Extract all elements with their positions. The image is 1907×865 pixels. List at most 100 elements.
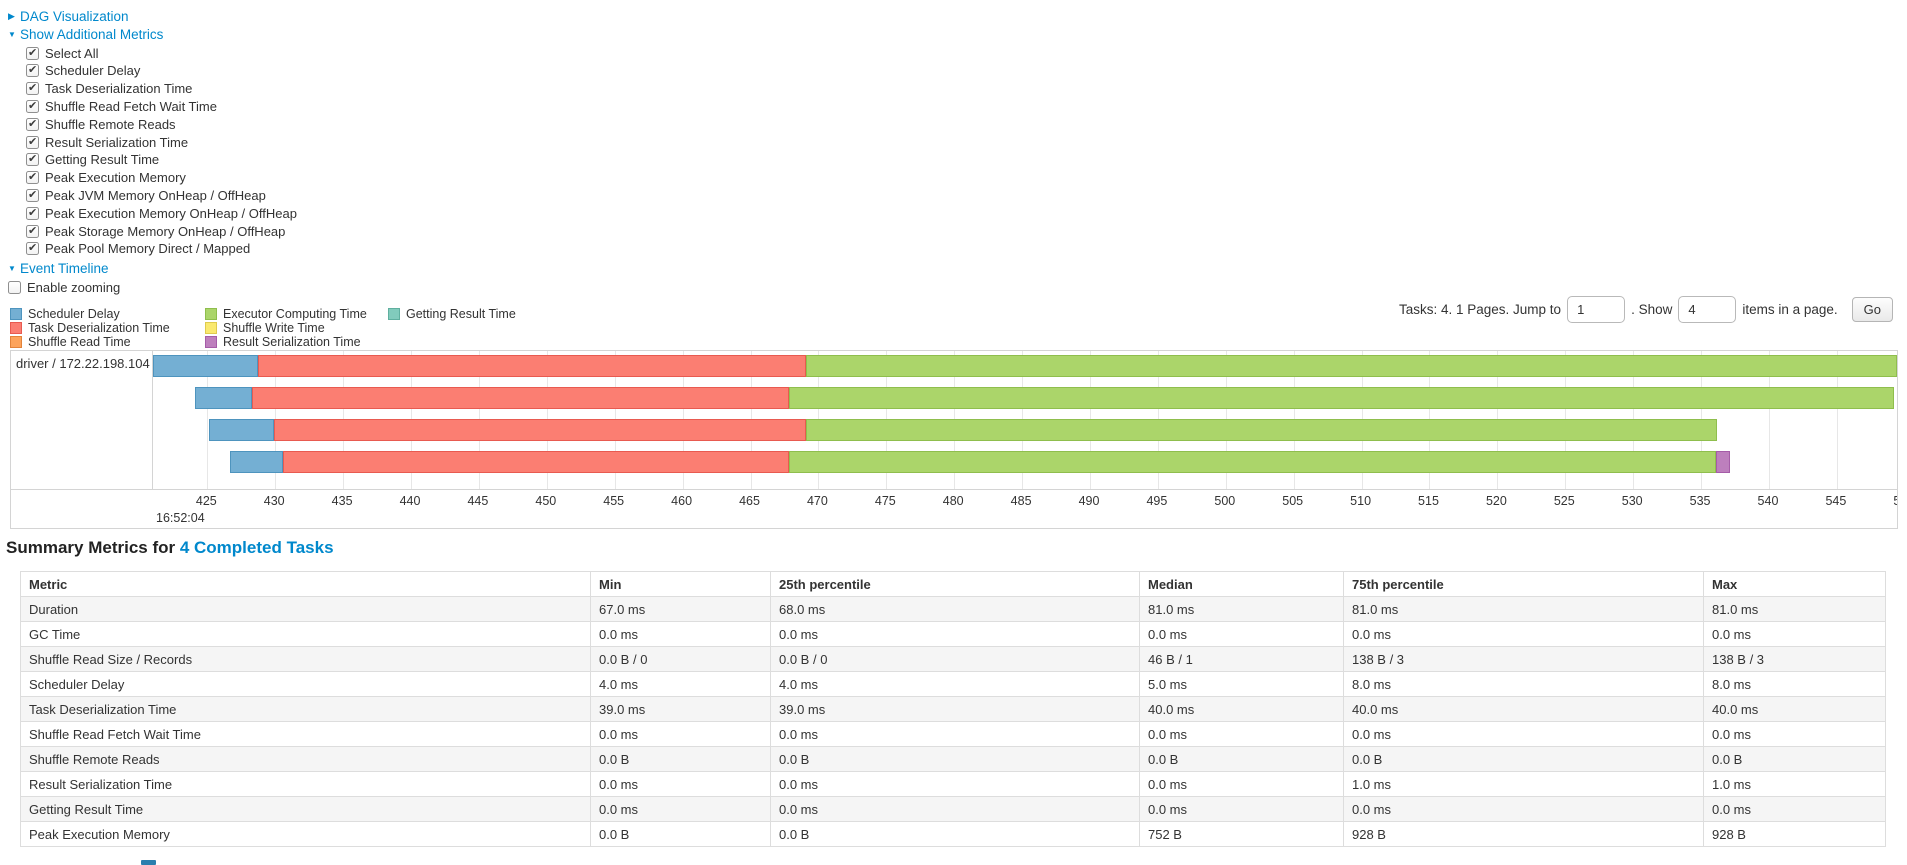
metric-value-cell: 138 B / 3 [1343, 646, 1704, 672]
table-column-header: Median [1139, 571, 1344, 597]
metric-checkbox[interactable] [26, 135, 39, 149]
axis-tick-label: 440 [399, 494, 421, 508]
metric-name-cell: Getting Result Time [20, 796, 591, 822]
table-row: Peak Execution Memory 0.0 B 0.0 B 752 B 928 … [20, 821, 1886, 847]
metric-checkbox-row: Result Serialization Time [26, 134, 188, 150]
metric-checkbox-row: Select All [26, 45, 98, 61]
metric-checkbox[interactable] [26, 81, 39, 96]
legend-item: Shuffle Write Time [205, 321, 325, 335]
task-bar-segment-executor-computing [806, 419, 1718, 441]
metric-value-cell: 0.0 ms [1343, 796, 1704, 822]
event-timeline-toggle[interactable]: ▼ Event Timeline [8, 260, 109, 276]
metric-checkbox[interactable] [26, 99, 39, 113]
axis-tick-label: 550 [1893, 494, 1897, 508]
metric-value-cell: 40.0 ms [1139, 696, 1344, 722]
table-column-header: Min [590, 571, 771, 597]
metric-checkbox[interactable] [26, 241, 39, 256]
metric-checkbox[interactable] [26, 117, 39, 131]
metric-checkbox-label: Peak Storage Memory OnHeap / OffHeap [45, 223, 286, 239]
metric-name-cell: Result Serialization Time [20, 771, 591, 797]
task-bar-segment-scheduler-delay [230, 451, 284, 473]
metric-value-cell: 81.0 ms [1343, 596, 1704, 622]
metric-checkbox-row: Peak Execution Memory [26, 170, 186, 186]
axis-tick-label: 535 [1689, 494, 1711, 508]
metric-value-cell: 0.0 B [1139, 746, 1344, 772]
task-bar-segment-task-deserialization [283, 451, 789, 473]
metric-value-cell: 0.0 ms [1139, 796, 1344, 822]
table-row: Duration 67.0 ms 68.0 ms 81.0 ms 81.0 ms 81.0… [20, 596, 1886, 622]
axis-tick-label: 435 [331, 494, 353, 508]
metric-checkbox[interactable] [26, 63, 39, 78]
metric-value-cell: 0.0 ms [1139, 721, 1344, 747]
metric-value-cell: 39.0 ms [590, 696, 771, 722]
summary-heading-prefix: Summary Metrics for [6, 538, 180, 557]
metric-checkbox-label: Scheduler Delay [45, 63, 141, 79]
metric-checkbox-label: Peak Pool Memory Direct / Mapped [45, 241, 251, 257]
gridline [1836, 351, 1838, 489]
legend-item: Executor Computing Time [205, 307, 367, 321]
metric-value-cell: 67.0 ms [590, 596, 771, 622]
metric-checkbox[interactable] [26, 170, 39, 185]
table-column-header: 75th percentile [1343, 571, 1704, 597]
summary-metrics-table: Metric Min 25th percentile Median 75th perce… [20, 571, 1886, 847]
axis-tick-label: 515 [1418, 494, 1439, 508]
metric-value-cell: 0.0 ms [590, 771, 771, 797]
task-bar-segment-executor-computing [788, 387, 1894, 409]
metric-value-cell: 39.0 ms [770, 696, 1140, 722]
completed-tasks-link[interactable]: 4 Completed Tasks [179, 538, 334, 557]
table-row: Getting Result Time 0.0 ms 0.0 ms 0.0 ms 0.0… [20, 796, 1886, 822]
dag-visualization-toggle[interactable]: ▶ DAG Visualization [8, 8, 129, 24]
enable-zooming-row: Enable zooming [8, 279, 120, 295]
metric-checkbox-row: Peak Execution Memory OnHeap / OffHeap [26, 205, 297, 221]
metric-value-cell: 8.0 ms [1703, 671, 1886, 697]
axis-tick-label: 425 [195, 494, 217, 508]
task-bar-segment-scheduler-delay [195, 387, 253, 409]
legend-label: Result Serialization Time [223, 335, 361, 349]
metric-value-cell: 0.0 ms [1703, 796, 1886, 822]
metric-checkbox[interactable] [26, 46, 39, 60]
show-additional-metrics-toggle[interactable]: ▼ Show Additional Metrics [8, 26, 163, 42]
metric-checkbox-row: Getting Result Time [26, 152, 159, 168]
metric-value-cell: 0.0 ms [1343, 721, 1704, 747]
items-per-page-input[interactable] [1678, 295, 1737, 323]
metric-checkbox-label: Select All [45, 45, 99, 61]
task-bar-segment-task-deserialization [252, 387, 789, 409]
legend-item: Task Deserialization Time [10, 321, 170, 335]
pagination-show-label: . Show [1631, 301, 1673, 317]
metric-checkbox-label: Peak Execution Memory OnHeap / OffHeap [45, 205, 297, 221]
task-bar-segment-task-deserialization [257, 355, 807, 377]
metric-value-cell: 0.0 ms [590, 721, 771, 747]
metric-value-cell: 0.0 ms [770, 621, 1140, 647]
metric-value-cell: 0.0 ms [770, 796, 1140, 822]
metric-value-cell: 0.0 B / 0 [770, 646, 1140, 672]
metric-name-cell: Scheduler Delay [20, 671, 591, 697]
legend-swatch-shuffle-write [205, 322, 217, 334]
task-pagination: Tasks: 4. 1 Pages. Jump to . Show items … [1399, 294, 1893, 324]
metric-value-cell: 1.0 ms [1703, 771, 1886, 797]
metric-value-cell: 68.0 ms [770, 596, 1140, 622]
metric-checkbox[interactable] [26, 224, 39, 238]
axis-tick-label: 455 [603, 494, 625, 508]
timeline-plot-area [152, 351, 1897, 489]
metric-checkbox[interactable] [26, 152, 39, 167]
metric-value-cell: 0.0 B / 0 [590, 646, 771, 672]
metric-value-cell: 0.0 B [1343, 746, 1704, 772]
go-button[interactable]: Go [1851, 296, 1893, 322]
metric-checkbox[interactable] [26, 188, 39, 202]
metric-value-cell: 752 B [1139, 821, 1344, 847]
metric-value-cell: 0.0 ms [1343, 621, 1704, 647]
task-bar-segment-executor-computing [806, 355, 1897, 377]
legend-swatch-getting-result [388, 308, 400, 320]
gridline [207, 351, 209, 489]
legend-item: Result Serialization Time [205, 335, 361, 349]
enable-zooming-checkbox[interactable] [8, 280, 21, 294]
jump-to-page-input[interactable] [1567, 295, 1626, 323]
legend-label: Task Deserialization Time [28, 321, 170, 335]
legend-swatch-task-deserialization [10, 322, 22, 334]
axis-tick-label: 500 [1214, 494, 1236, 508]
metric-checkbox-label: Result Serialization Time [45, 134, 189, 150]
metric-checkbox[interactable] [26, 206, 39, 220]
timeline-x-axis: 16:52:04 425 430 435 440 445 450 455 460 465 470 4… [11, 489, 1897, 528]
metric-checkbox-row: Shuffle Read Fetch Wait Time [26, 98, 217, 114]
axis-tick-label: 545 [1825, 494, 1847, 508]
